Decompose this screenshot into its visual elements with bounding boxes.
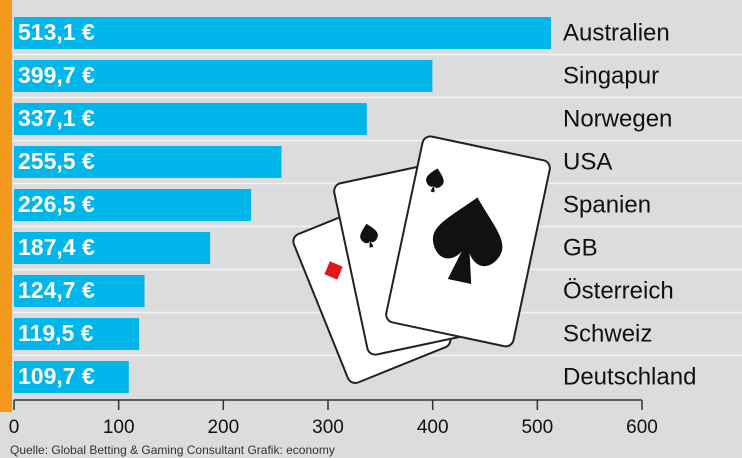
- accent-stripe: [0, 0, 12, 412]
- chart: 513,1 € Australien 399,7 € Singapur 337,1 € N…: [0, 0, 742, 458]
- value-label: 187,4 €: [18, 234, 95, 260]
- x-tick-label: 300: [312, 417, 344, 438]
- value-label: 226,5 €: [18, 191, 95, 217]
- category-label: Norwegen: [563, 105, 672, 132]
- value-label: 513,1 €: [18, 19, 95, 45]
- value-label: 337,1 €: [18, 105, 95, 131]
- source-note: Quelle: Global Betting & Gaming Consulta…: [10, 443, 335, 457]
- x-tick-label: 600: [626, 417, 658, 438]
- value-label: 255,5 €: [18, 148, 95, 174]
- category-label: Österreich: [563, 277, 674, 304]
- category-label: Schweiz: [563, 320, 652, 347]
- category-label: Australien: [563, 19, 670, 46]
- category-label: Deutschland: [563, 363, 696, 390]
- value-label: 124,7 €: [18, 277, 95, 303]
- category-label: Spanien: [563, 191, 651, 218]
- x-tick-label: 500: [521, 417, 553, 438]
- x-tick-label: 0: [9, 417, 20, 438]
- category-label: Singapur: [563, 62, 659, 89]
- value-label: 399,7 €: [18, 62, 95, 88]
- category-label: GB: [563, 234, 598, 261]
- value-label: 119,5 €: [18, 320, 94, 346]
- x-tick-label: 400: [417, 417, 449, 438]
- x-tick-label: 100: [103, 417, 135, 438]
- value-label: 109,7 €: [18, 363, 95, 389]
- page: {"chart_data": {"type": "bar", "orientat…: [0, 0, 742, 458]
- category-label: USA: [563, 148, 612, 175]
- x-tick-label: 200: [207, 417, 239, 438]
